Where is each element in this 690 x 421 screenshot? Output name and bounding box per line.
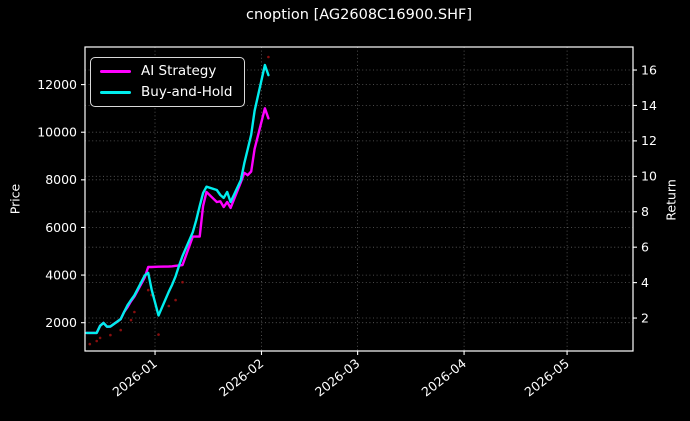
axis-ticks [81, 69, 637, 355]
y-right-tick-label: 14 [641, 98, 657, 113]
x-tick-label: 2026-03 [312, 356, 362, 400]
gridlines [85, 47, 633, 351]
chart-title: cnoption [AG2608C16900.SHF] [245, 7, 473, 23]
x-tick-label: 2026-05 [522, 356, 572, 400]
y-left-tick-label: 10000 [37, 125, 77, 140]
y-left-tick-label: 4000 [45, 267, 77, 282]
x-tick-label: 2026-04 [419, 356, 469, 400]
y-right-tick-label: 4 [641, 275, 649, 290]
y-right-tick-label: 10 [641, 169, 657, 184]
x-tick-label: 2026-01 [109, 356, 159, 400]
y-right-tick-label: 12 [641, 133, 657, 148]
y-right-tick-label: 6 [641, 240, 649, 255]
legend-line-sample-buy-and-hold [100, 90, 131, 94]
y-left-tick-label: 2000 [45, 315, 77, 330]
tick-labels: 2000 4000 6000 8000 10000 12000 2 4 6 8 10 12 14 16 20… [37, 62, 657, 399]
y-left-tick-label: 6000 [45, 220, 77, 235]
legend-item-buy-and-hold: Buy-and-Hold [100, 84, 232, 100]
x-tick-label: 2026-02 [216, 356, 266, 400]
y-right-tick-label: 16 [641, 62, 657, 77]
plot-border [84, 46, 634, 352]
legend: AI Strategy Buy-and-Hold [90, 57, 246, 107]
legend-label-ai-strategy: AI Strategy [141, 63, 217, 79]
y-right-tick-label: 8 [641, 204, 649, 219]
series-line-ai-strategy [85, 107, 270, 335]
series-line-buy-and-hold [85, 63, 270, 335]
legend-item-ai-strategy: AI Strategy [100, 63, 232, 79]
y-right-tick-label: 2 [641, 310, 649, 325]
y-left-tick-label: 12000 [37, 77, 77, 92]
legend-label-buy-and-hold: Buy-and-Hold [141, 84, 233, 100]
legend-line-sample-ai-strategy [100, 69, 131, 73]
y-left-tick-label: 8000 [45, 172, 77, 187]
